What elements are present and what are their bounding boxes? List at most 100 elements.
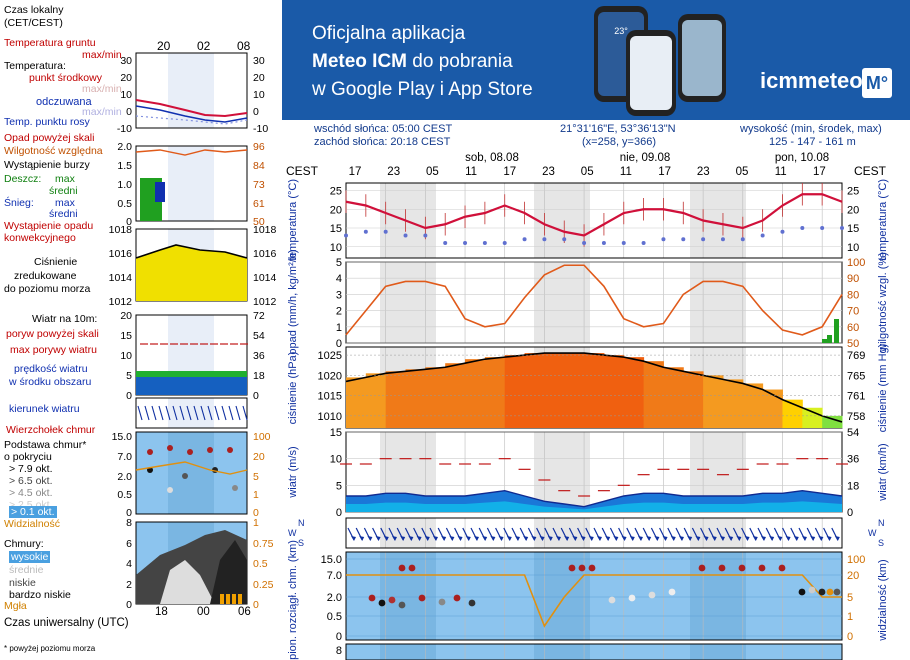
hour-label: 17	[813, 166, 826, 178]
pressure-fill	[564, 353, 585, 428]
wind-arrowhead	[728, 536, 734, 541]
axis-title-cloud_left: pion. rozciągł. chm. (km)	[287, 540, 299, 660]
convective-label-2: konwekcyjnego	[4, 232, 76, 244]
night-band	[690, 644, 746, 660]
hour-label: 23	[542, 166, 555, 178]
temperature-label: Temperatura:	[4, 60, 66, 72]
temp-tick: 15	[330, 223, 342, 235]
legend-frame	[135, 52, 248, 129]
wind-arrowhead	[834, 536, 840, 541]
compass-n-left: N	[298, 518, 305, 528]
legend-wind-arrow	[221, 405, 227, 421]
hour-label: 23	[697, 166, 710, 178]
banner-line-3: w Google Play i App Store	[312, 79, 533, 100]
pressure-fill	[385, 371, 407, 428]
wind-arrowhead	[441, 536, 447, 541]
okt-label-5: > 0.1 okt.	[9, 506, 57, 518]
legend-fog-bar	[232, 594, 236, 604]
legend-dew-line	[135, 115, 248, 125]
pressure-fill	[663, 367, 684, 428]
banner-text: Oficjalna aplikacja Meteo ICM do pobrani…	[312, 20, 533, 104]
night-band	[534, 262, 590, 343]
rain-label: Deszcz:	[4, 173, 42, 185]
legend-cloud-mid	[160, 560, 215, 604]
wind-arrowhead	[736, 536, 742, 541]
wind-arrowhead	[506, 536, 512, 541]
wind-arrowhead	[383, 536, 389, 541]
cloud-base-dot	[468, 599, 476, 607]
night-band	[690, 262, 746, 343]
app-banner[interactable]: Oficjalna aplikacja Meteo ICM do pobrani…	[282, 0, 910, 120]
night-band	[380, 262, 436, 343]
high-clouds-label: wysokie	[9, 551, 51, 563]
tz-left: CEST	[286, 164, 319, 178]
cloud-base-dot	[398, 601, 406, 609]
legend-temp-tick: 20	[120, 72, 132, 84]
wind-arrowhead	[457, 536, 463, 541]
low-clouds-label: niskie	[9, 577, 36, 589]
axis-title-pres_left: ciśnienie (hPa)	[287, 352, 299, 425]
wind-arrowhead	[564, 536, 570, 541]
pressure-fill	[722, 379, 744, 428]
legend-cl-tick: 4	[126, 558, 132, 570]
legend-wind-arrow	[151, 405, 157, 421]
hour-label: 17	[503, 166, 516, 178]
wind-arrowhead	[744, 536, 750, 541]
wind-tick: 15	[330, 427, 342, 439]
axis-title-cloud_right: widzialność (km)	[877, 559, 889, 641]
banner-app-name: Meteo ICM	[312, 51, 407, 72]
wind-arrowhead	[629, 536, 635, 541]
wind-arrowhead	[646, 536, 652, 541]
cloud-base-dot	[453, 594, 461, 602]
local-time-label: Czas lokalny	[4, 4, 64, 16]
legend-cloud-dot	[227, 447, 233, 453]
cloud-top-label: Wierzchołek chmur	[6, 424, 96, 436]
wind-arrowhead	[523, 536, 529, 541]
legend-wind-tick: 5	[126, 370, 132, 382]
legend-pres-tick-right: 1018	[253, 224, 277, 236]
wind-arrowhead	[769, 536, 775, 541]
legend-pres-tick: 1018	[109, 224, 133, 236]
icmmeteo-badge: M°	[862, 68, 892, 98]
precip-tick: 5	[336, 257, 342, 269]
legend-cl-tick: 2	[126, 579, 132, 591]
legend-precip-tick: 2.0	[117, 141, 132, 153]
wind-area-inner	[346, 501, 842, 512]
vis-tick: 100	[847, 554, 865, 566]
wind-arrowhead	[392, 536, 397, 541]
dewpoint-point	[601, 241, 606, 245]
wind-arrowhead	[826, 536, 832, 541]
pressure-label-1: Ciśnienie	[34, 256, 78, 268]
visibility-label: Widzialność	[4, 518, 61, 530]
legend-cl-tick: 0	[126, 599, 132, 611]
legend-wind-arrow	[172, 405, 178, 421]
legend-panel: Czas lokalny (CET/CEST) 20 02 08 Tempera…	[0, 0, 282, 660]
legend-temp-tick: 10	[120, 89, 132, 101]
pressure-fill	[484, 357, 506, 428]
gust-above-label: poryw powyżej skali	[6, 328, 99, 340]
legend-wind-kmh: 18	[253, 370, 265, 382]
legend-wind-kmh: 72	[253, 310, 265, 322]
wind-kmh-tick: 18	[847, 480, 859, 492]
legend-cloud-dot	[187, 449, 193, 455]
maxmin-label-1: max/min	[82, 83, 122, 95]
wind-arrowhead	[465, 536, 471, 541]
hour-label: 05	[581, 166, 594, 178]
dewpoint-point	[740, 237, 745, 242]
legend-wind-tick: 20	[120, 310, 132, 322]
tz-right: CEST	[854, 164, 887, 178]
wind-arrowhead	[359, 536, 365, 541]
hour-label: 17	[349, 166, 362, 178]
dewpoint-point	[383, 229, 388, 234]
humidity-tick: 50	[847, 338, 859, 350]
precip-tick: 1	[336, 322, 342, 334]
dewpoint-point	[403, 233, 408, 238]
utc-hour-1: 18	[155, 606, 168, 618]
night-band	[380, 552, 436, 640]
wind-arrowhead	[752, 536, 758, 541]
wind-arrowhead	[482, 536, 488, 541]
legend-cloud-dot	[232, 485, 238, 491]
night-band	[380, 644, 436, 660]
axis-title-pres_right: ciśnienie (mm Hg)	[877, 344, 889, 433]
night-band	[690, 518, 746, 548]
